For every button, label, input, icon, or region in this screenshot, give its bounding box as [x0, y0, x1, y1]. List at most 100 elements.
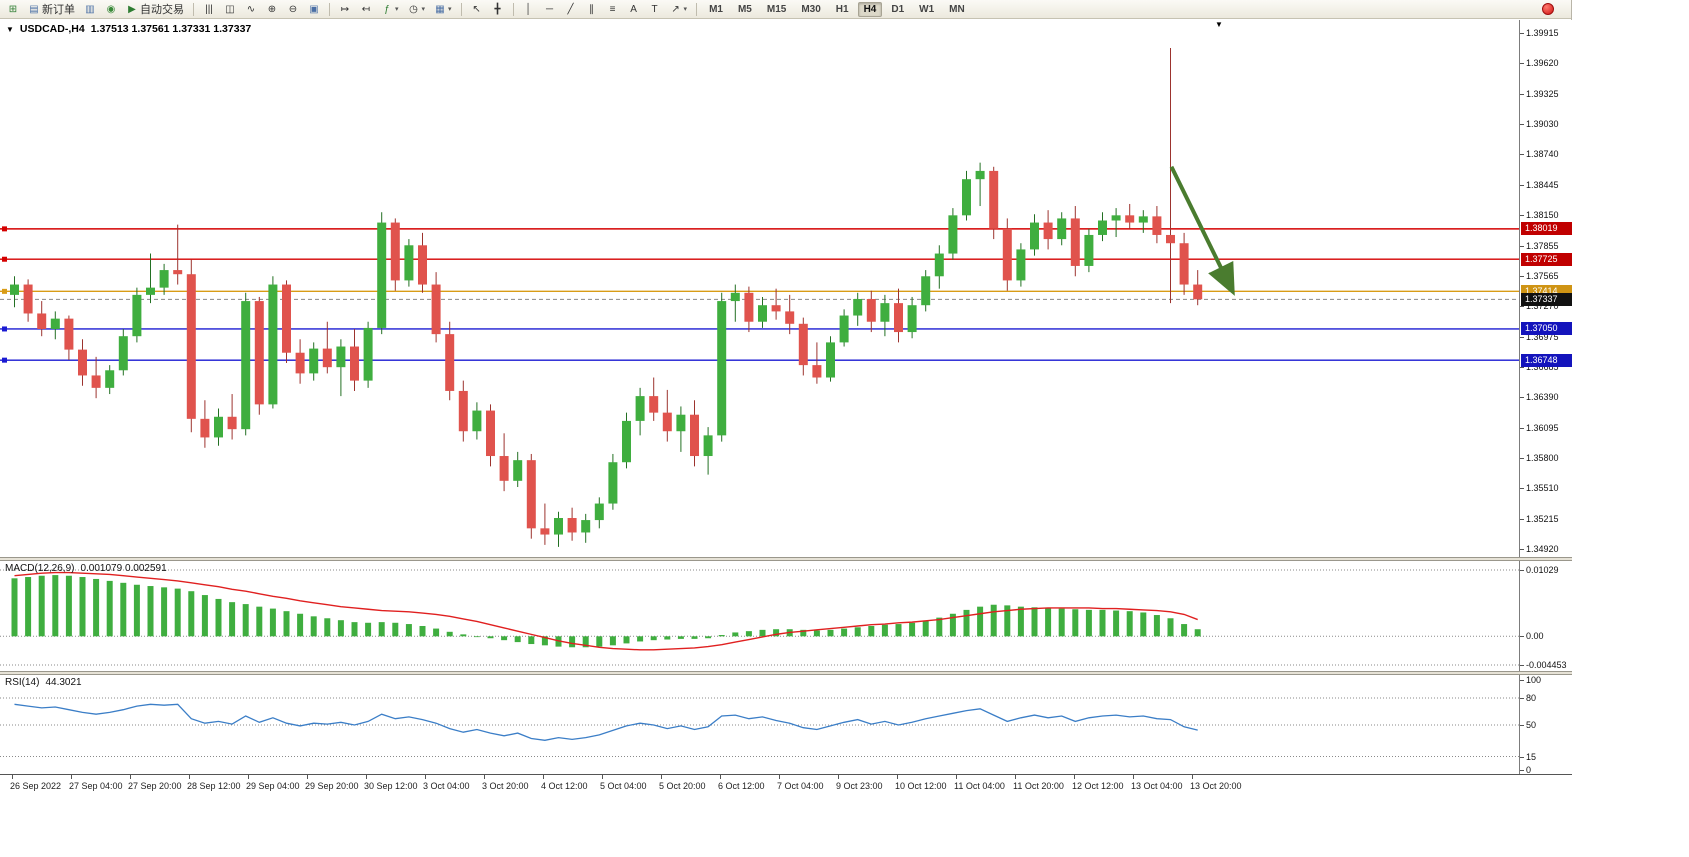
scale-tick-label: 1.39030 — [1526, 119, 1559, 130]
vertical-line-button[interactable]: │ — [519, 1, 539, 18]
timeframe-m5-button[interactable]: M5 — [737, 3, 752, 15]
timeframe-m15-button[interactable]: M15 — [766, 3, 787, 15]
scale-tick-label: 0.01029 — [1526, 565, 1559, 575]
vertical-line-icon: │ — [525, 3, 532, 15]
autotrading-button[interactable]: ▶ 自动交易 — [122, 1, 188, 18]
collapse-triangle-icon[interactable]: ▼ — [6, 24, 14, 34]
rsi-scale[interactable]: 100 80 50 15 0 — [1519, 675, 1572, 774]
time-tick-label: 27 Sep 04:00 — [69, 781, 123, 791]
periods-icon: ◷ — [409, 3, 418, 15]
macd-label: MACD(12,26,9) 0.001079 0.002591 — [5, 563, 167, 574]
time-tick-label: 11 Oct 04:00 — [954, 781, 1005, 791]
trendline-button[interactable]: ╱ — [561, 1, 581, 18]
time-tick — [130, 775, 131, 779]
equidistant-channel-button[interactable]: ∥ — [582, 1, 602, 18]
auto-scroll-button[interactable]: ↦ — [335, 1, 355, 18]
chart-profiles-button[interactable]: ▥ — [80, 1, 100, 18]
rsi-canvas[interactable] — [0, 675, 1519, 774]
current-price-label: 1.37337 — [1521, 292, 1572, 306]
panel-divider[interactable] — [0, 557, 1572, 561]
time-axis[interactable]: 26 Sep 2022 27 Sep 04:00 27 Sep 20:00 28 Se… — [0, 774, 1572, 797]
horizontal-line-button[interactable]: ─ — [540, 1, 560, 18]
text-button[interactable]: A — [624, 1, 644, 18]
zoom-in-icon: ⊕ — [267, 3, 277, 15]
time-tick — [71, 775, 72, 779]
scale-tick-label: -0.004453 — [1526, 660, 1567, 670]
text-label-button[interactable]: T — [645, 1, 665, 18]
market-watch-button[interactable]: ◉ — [101, 1, 121, 18]
candlestick-chart-icon: ◫ — [225, 3, 235, 15]
zoom-out-button[interactable]: ⊖ — [283, 1, 303, 18]
macd-scale[interactable]: 0.01029 0.00 -0.004453 — [1519, 561, 1572, 671]
fibonacci-button[interactable]: ≡ — [603, 1, 623, 18]
scale-notch — [1520, 518, 1524, 520]
scale-notch — [1520, 154, 1524, 156]
timeframe-mn-button[interactable]: MN — [949, 3, 965, 15]
new-order-icon: ▤ — [29, 3, 39, 15]
timeframe-m30-button[interactable]: M30 — [801, 3, 821, 15]
time-marker-icon: ▼ — [1215, 20, 1223, 29]
scale-notch — [1520, 458, 1524, 460]
timeframe-h4-button[interactable]: H4 — [857, 1, 883, 17]
scale-notch — [1520, 636, 1524, 638]
bar-chart-button[interactable]: ||| — [199, 1, 219, 18]
time-tick-label: 5 Oct 04:00 — [600, 781, 647, 791]
timeframe-m1-button[interactable]: M1 — [709, 3, 723, 15]
time-tick-label: 7 Oct 04:00 — [777, 781, 824, 791]
indicators-button[interactable]: ƒ ▾ — [377, 1, 403, 18]
price-scale[interactable]: 1.39915 1.39620 1.39325 1.39030 1.38740 1.384… — [1519, 20, 1572, 557]
time-tick-label: 28 Sep 12:00 — [187, 781, 241, 791]
timeframe-h1-button[interactable]: H1 — [835, 3, 849, 15]
scale-tick-label: 0.00 — [1526, 631, 1544, 642]
time-tick — [720, 775, 721, 779]
equidistant-channel-icon: ∥ — [589, 3, 595, 15]
line-price-label: 1.37725 — [1521, 252, 1572, 266]
scale-notch — [1520, 756, 1524, 758]
new-chart-button[interactable]: ⊞ — [3, 1, 23, 18]
scale-tick-label: 1.36390 — [1526, 392, 1559, 403]
macd-canvas[interactable] — [0, 561, 1519, 671]
time-tick — [1133, 775, 1134, 779]
crosshair-button[interactable]: ╋ — [488, 1, 508, 18]
candlestick-chart-button[interactable]: ◫ — [220, 1, 240, 18]
time-tick — [366, 775, 367, 779]
price-chart-canvas[interactable] — [0, 20, 1519, 557]
bar-chart-icon: ||| — [205, 3, 213, 15]
toolbar-separator — [512, 2, 514, 16]
chart-shift-icon: ↤ — [361, 3, 371, 15]
line-chart-button[interactable]: ∿ — [241, 1, 261, 18]
templates-button[interactable]: ▦ ▾ — [430, 1, 456, 18]
macd-title: MACD(12,26,9) — [5, 563, 75, 574]
arrows-button[interactable]: ↗ ▾ — [666, 1, 692, 18]
rsi-title: RSI(14) — [5, 677, 40, 688]
scale-tick-label: 1.34920 — [1526, 544, 1559, 554]
scale-notch — [1520, 725, 1524, 726]
scale-notch — [1520, 184, 1524, 186]
scale-tick-label: 15 — [1526, 751, 1537, 762]
tile-windows-button[interactable]: ▣ — [304, 1, 324, 18]
toolbar-separator — [696, 2, 698, 16]
text-label-icon: T — [651, 3, 658, 15]
chart-shift-button[interactable]: ↤ — [356, 1, 376, 18]
periods-button[interactable]: ◷ ▾ — [404, 1, 430, 18]
market-watch-icon: ◉ — [106, 3, 116, 15]
cursor-button[interactable]: ↖ — [467, 1, 487, 18]
panel-divider[interactable] — [0, 671, 1572, 675]
scale-tick-label: 1.36975 — [1526, 331, 1559, 342]
record-icon[interactable] — [1542, 3, 1554, 15]
line-chart-icon: ∿ — [246, 3, 256, 15]
scale-notch — [1520, 275, 1524, 277]
toolbar: ⊞ ▤ 新订单 ▥ ◉ ▶ 自动交易 ||| ◫ ∿ ⊕ ⊖ ▣ ↦ ↤ ƒ ▾ ◷ ▾ ▦ ▾ ↖ ╋ │ ─ ╱ ∥ ≡ A T ↗ ▾ M… — [0, 0, 1571, 19]
indicators-icon: ƒ — [384, 3, 390, 15]
timeframe-w1-button[interactable]: W1 — [919, 3, 935, 15]
tile-windows-icon: ▣ — [309, 3, 319, 15]
scale-notch — [1520, 336, 1524, 338]
zoom-in-button[interactable]: ⊕ — [262, 1, 282, 18]
new-order-button[interactable]: ▤ 新订单 — [24, 1, 79, 18]
time-tick — [543, 775, 544, 779]
mt4-window: ⊞ ▤ 新订单 ▥ ◉ ▶ 自动交易 ||| ◫ ∿ ⊕ ⊖ ▣ ↦ ↤ ƒ ▾ ◷ ▾ ▦ ▾ ↖ ╋ │ ─ ╱ ∥ ≡ A T ↗ ▾ M… — [0, 0, 1572, 797]
scale-notch — [1520, 549, 1524, 550]
timeframe-d1-button[interactable]: D1 — [891, 3, 905, 15]
time-tick-label: 29 Sep 04:00 — [246, 781, 300, 791]
scale-tick-label: 1.39325 — [1526, 88, 1559, 99]
